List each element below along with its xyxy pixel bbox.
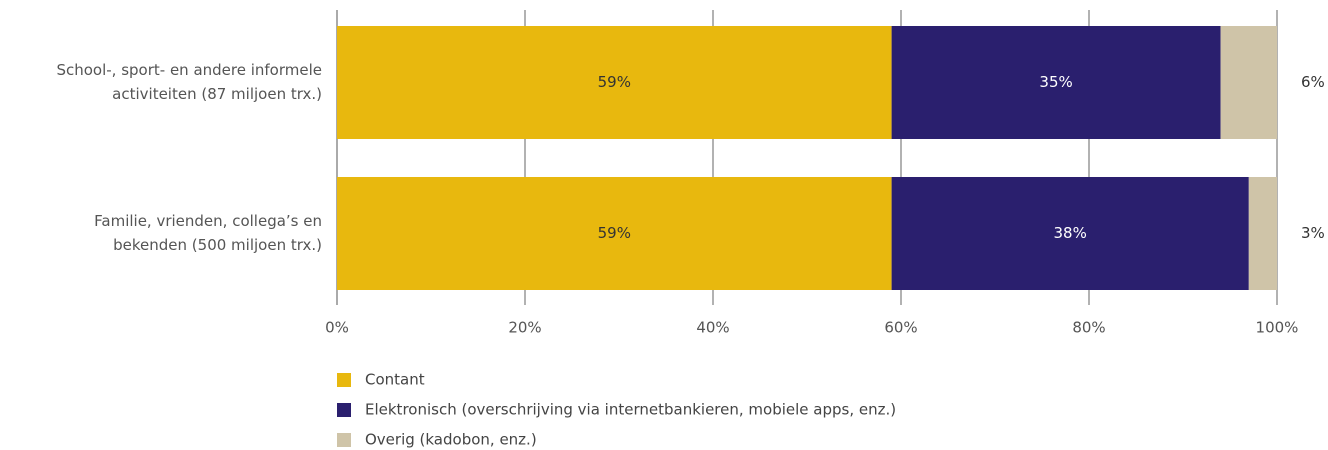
legend-swatch bbox=[337, 373, 351, 387]
x-tick-label: 80% bbox=[1072, 319, 1105, 337]
bar-segment bbox=[337, 26, 892, 139]
legend-label: Elektronisch (overschrijving via interne… bbox=[365, 401, 896, 419]
x-tick-label: 0% bbox=[325, 319, 349, 337]
bar-segment bbox=[1220, 26, 1277, 139]
data-label: 35% bbox=[1039, 73, 1072, 91]
bar-segment bbox=[891, 177, 1249, 290]
x-tick-label: 20% bbox=[508, 319, 541, 337]
y-tick-label: activiteiten (87 miljoen trx.) bbox=[112, 85, 322, 103]
legend-label: Overig (kadobon, enz.) bbox=[365, 431, 537, 449]
legend-label: Contant bbox=[365, 371, 425, 389]
data-label: 59% bbox=[598, 73, 631, 91]
bar-segment bbox=[891, 26, 1221, 139]
y-tick-label: Familie, vrienden, collega’s en bbox=[94, 212, 322, 230]
x-tick-label: 40% bbox=[696, 319, 729, 337]
x-tick-label: 60% bbox=[884, 319, 917, 337]
y-tick-label: bekenden (500 miljoen trx.) bbox=[113, 236, 322, 254]
legend-swatch bbox=[337, 433, 351, 447]
legend-swatch bbox=[337, 403, 351, 417]
data-label: 38% bbox=[1054, 224, 1087, 242]
x-tick-label: 100% bbox=[1256, 319, 1299, 337]
bar-segment bbox=[1248, 177, 1277, 290]
bar-segment bbox=[337, 177, 892, 290]
data-label: 59% bbox=[598, 224, 631, 242]
data-label: 3% bbox=[1301, 224, 1325, 242]
data-label: 6% bbox=[1301, 73, 1325, 91]
y-tick-label: School-, sport- en andere informele bbox=[56, 61, 322, 79]
